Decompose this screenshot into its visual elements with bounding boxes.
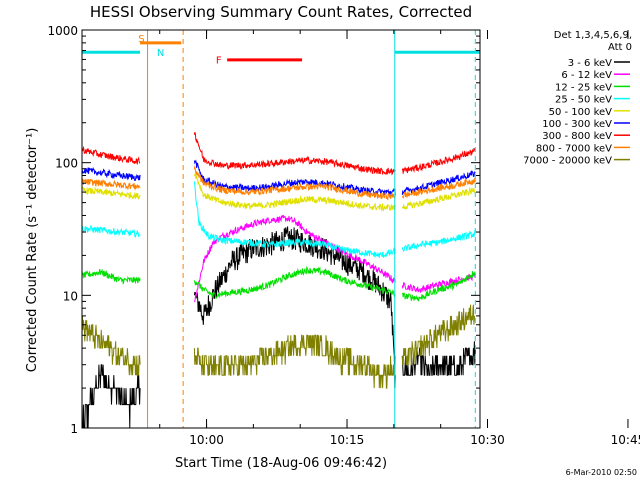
legend-entry-label: 6 - 12 keV — [561, 70, 612, 81]
x-tick-label: 10:15 — [330, 433, 365, 447]
x-tick-label: 10:00 — [189, 433, 224, 447]
y-tick-label: 1000 — [47, 24, 78, 38]
series-layer — [81, 131, 476, 429]
plot-frame — [81, 29, 481, 429]
x-axis-label: Start Time (18-Aug-06 09:46:42) — [175, 456, 387, 471]
series-line — [81, 181, 476, 258]
legend-header: Det 1,3,4,5,6,9, — [554, 30, 632, 41]
series-line — [81, 265, 476, 302]
y-tick-label: 100 — [55, 157, 78, 171]
series-line — [81, 172, 476, 212]
chart-title: HESSI Observing Summary Count Rates, Cor… — [90, 3, 472, 21]
legend-entry-label: 3 - 6 keV — [568, 58, 612, 69]
flag-label: N — [157, 48, 164, 59]
legend-entry-label: 50 - 100 keV — [549, 107, 613, 118]
legend-entry-label: 300 - 800 keV — [542, 131, 612, 142]
legend-entry-label: 12 - 25 keV — [555, 82, 612, 93]
y-tick-label: 10 — [63, 289, 78, 303]
series-line — [194, 214, 476, 303]
series-line — [81, 304, 476, 389]
y-axis-label: Corrected Count Rate (s⁻¹ detector⁻¹) — [25, 128, 40, 373]
series-line — [81, 131, 476, 176]
legend-entry-label: 100 - 300 keV — [542, 119, 612, 130]
annotation-layer: S N F — [82, 30, 480, 428]
flag-label: F — [216, 55, 222, 66]
legend-entry-label: 7000 - 20000 keV — [523, 156, 612, 167]
footer-date: 6-Mar-2010 02:50 — [566, 468, 637, 477]
y-tick-label: 1 — [70, 422, 78, 436]
flag-label: S — [138, 34, 144, 45]
x-tick-label: 10:45 — [611, 433, 640, 447]
series-line — [81, 166, 476, 201]
legend-header: Att 0 — [608, 42, 632, 53]
legend-entry-label: 25 - 50 keV — [555, 95, 612, 106]
x-tick-label: 10:30 — [470, 433, 505, 447]
legend-entry-label: 800 - 7000 keV — [536, 143, 612, 154]
